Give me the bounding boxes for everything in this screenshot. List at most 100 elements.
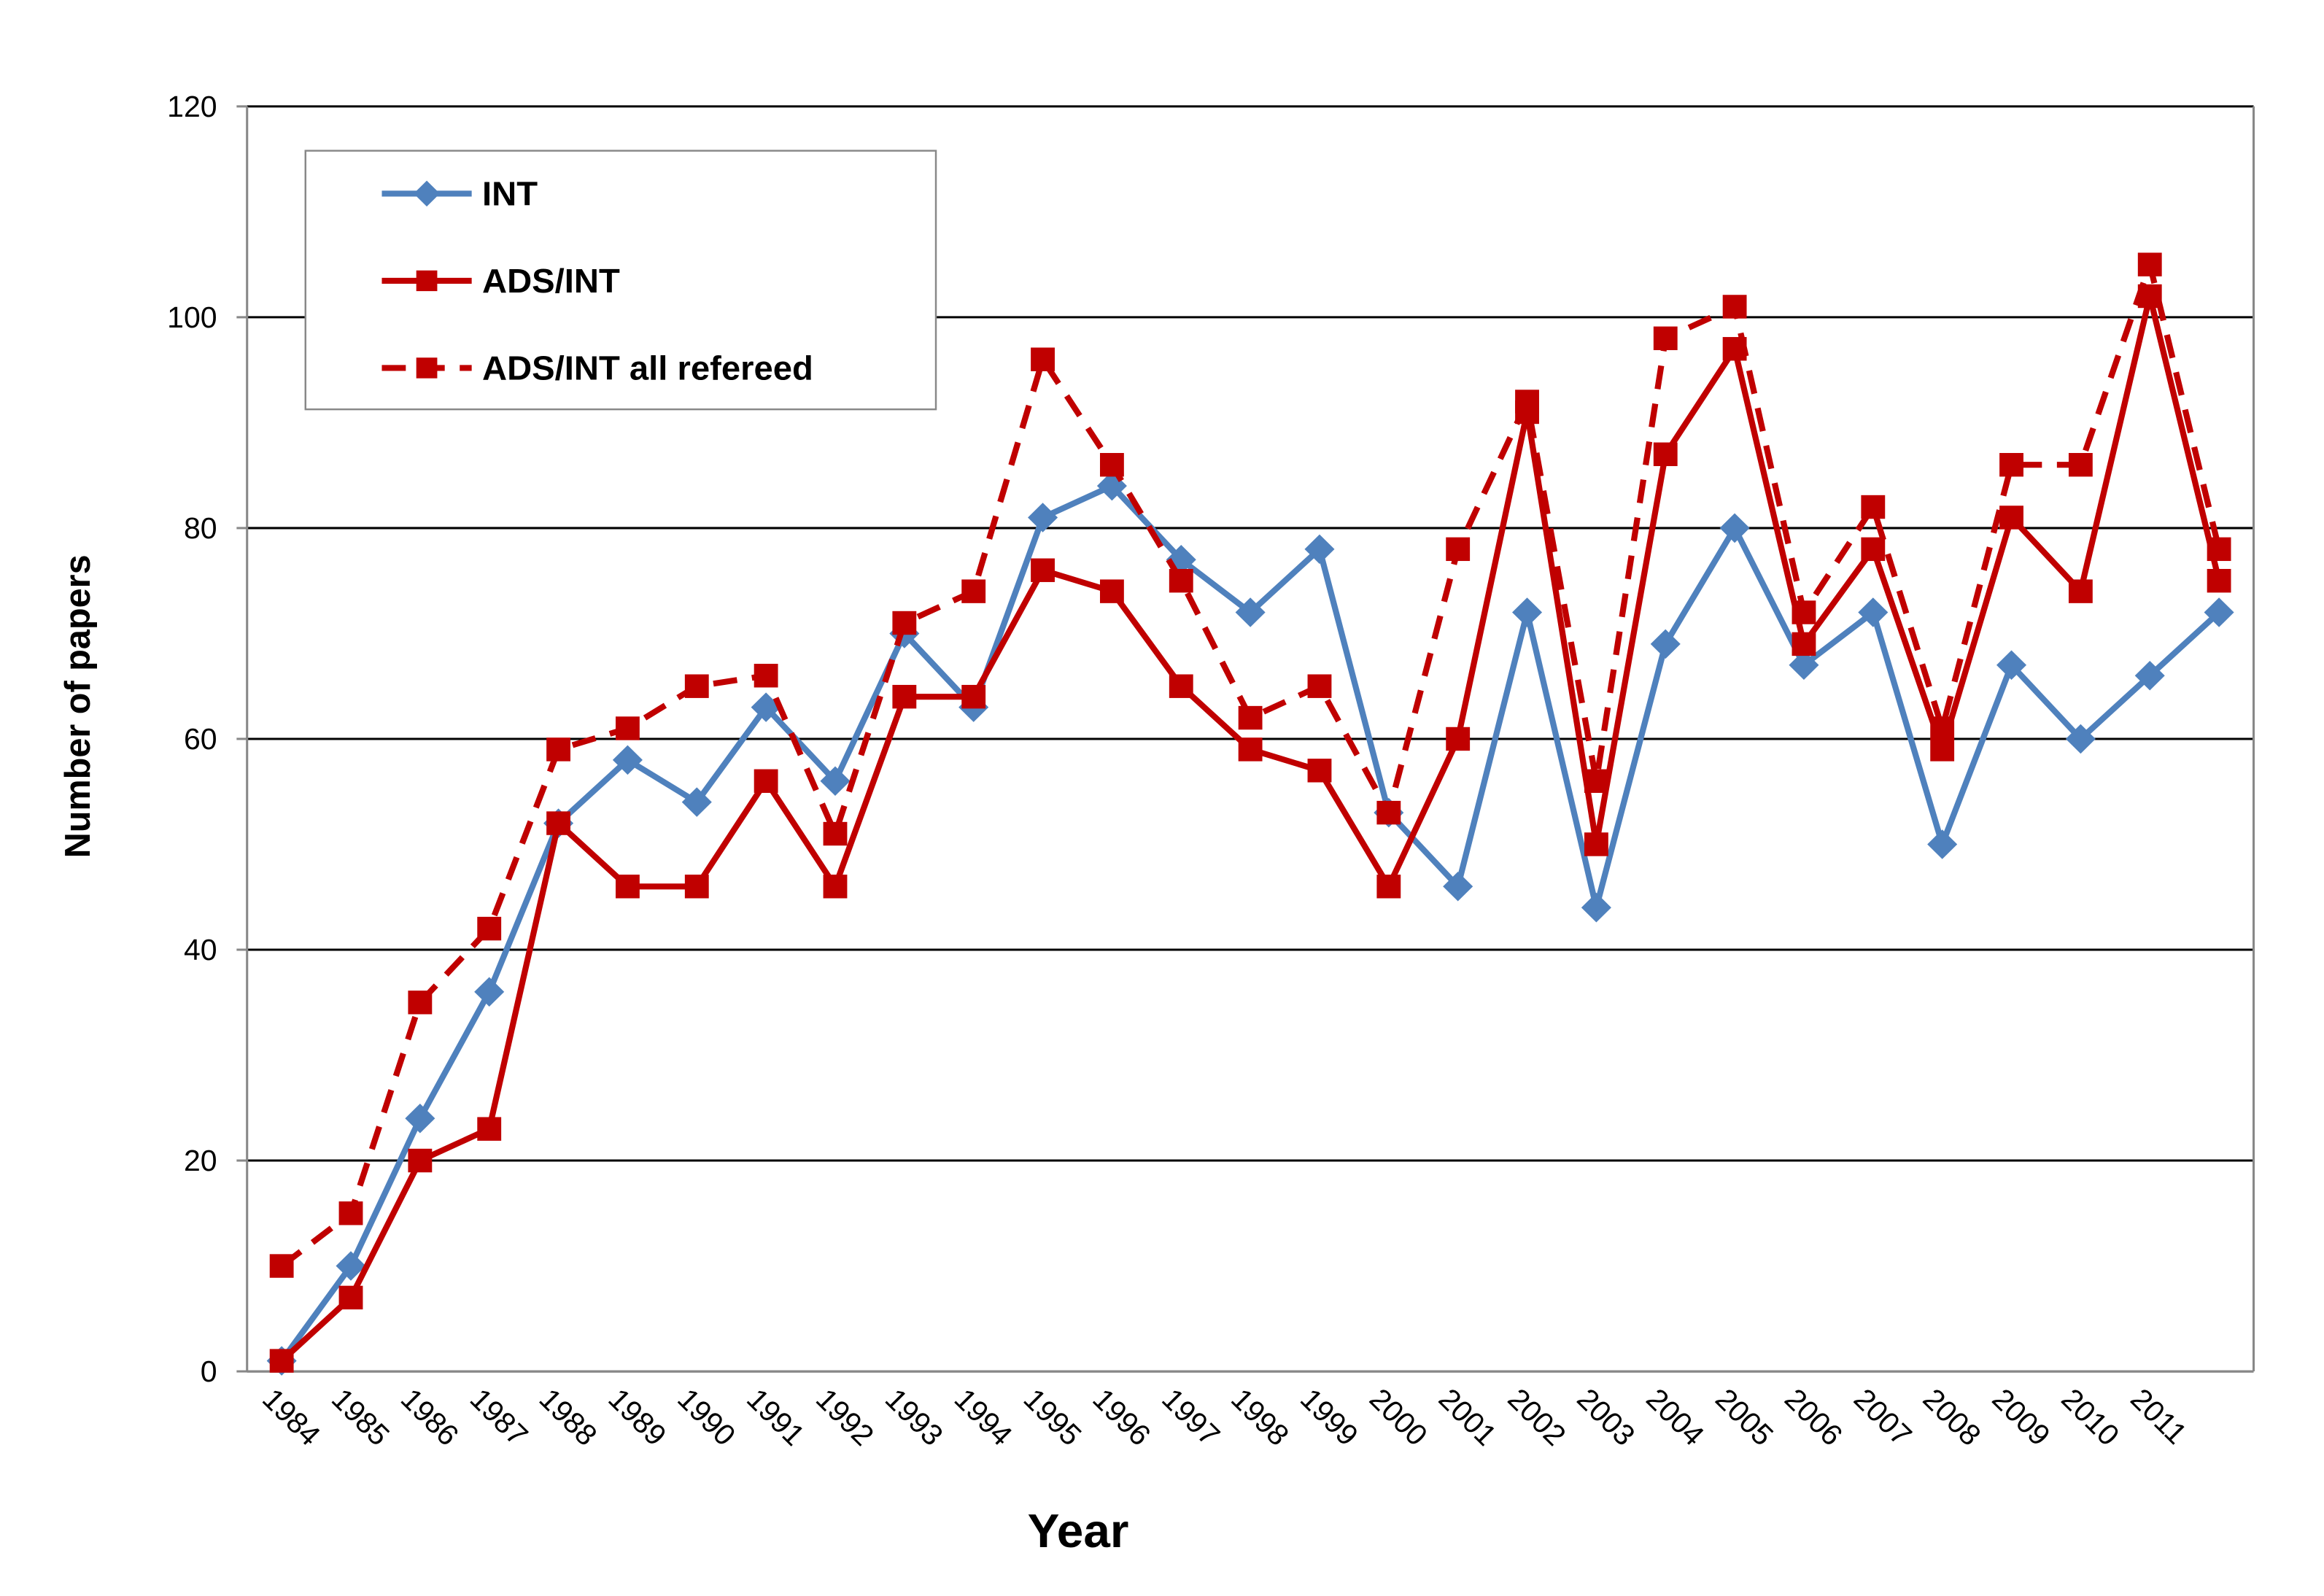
- point: [1376, 800, 1401, 825]
- point: [2068, 579, 2093, 603]
- point: [1999, 453, 2023, 477]
- point: [961, 579, 986, 603]
- x-tick-label: 1986: [395, 1382, 465, 1452]
- y-tick-label: 120: [167, 90, 217, 123]
- point: [1376, 875, 1401, 899]
- point: [1653, 326, 1678, 351]
- point: [1443, 872, 1473, 902]
- x-tick-label: 1994: [948, 1382, 1019, 1452]
- point: [1169, 674, 1193, 698]
- point: [754, 664, 778, 688]
- x-tick-label: 1993: [879, 1382, 950, 1452]
- point: [405, 1103, 435, 1134]
- x-tick-label: 1990: [671, 1382, 742, 1452]
- point: [823, 875, 848, 899]
- x-tick-label: 2003: [1570, 1382, 1641, 1452]
- point: [1930, 737, 1955, 762]
- point: [2207, 568, 2231, 593]
- point: [1996, 650, 2027, 681]
- x-tick-label: 1999: [1294, 1382, 1365, 1452]
- point: [1722, 295, 1747, 319]
- point: [1999, 505, 2023, 530]
- x-tick-label: 1997: [1155, 1382, 1226, 1452]
- point: [1307, 759, 1332, 783]
- y-axis-title: Number of papers: [58, 554, 98, 858]
- point: [1653, 442, 1678, 466]
- point: [961, 684, 986, 709]
- x-axis-title: Year: [1028, 1505, 1129, 1558]
- x-tick-label: 1984: [256, 1382, 327, 1452]
- x-tick-label: 2010: [2055, 1382, 2126, 1452]
- legend-label: ADS/INT all refereed: [482, 349, 813, 387]
- point: [408, 991, 433, 1015]
- legend-marker: [416, 270, 438, 292]
- point: [1099, 453, 1124, 477]
- y-tick-label: 0: [201, 1355, 217, 1388]
- point: [1238, 737, 1263, 762]
- point: [1304, 534, 1335, 565]
- point: [1584, 832, 1608, 856]
- point: [615, 875, 640, 899]
- x-tick-label: 1988: [532, 1382, 603, 1452]
- y-tick-label: 20: [184, 1144, 217, 1177]
- point: [2204, 597, 2234, 627]
- x-tick-label: 2006: [1778, 1382, 1849, 1452]
- point: [1858, 597, 1889, 627]
- point: [1792, 632, 1816, 656]
- x-tick-label: 2007: [1848, 1382, 1918, 1452]
- point: [1446, 537, 1471, 562]
- point: [2065, 724, 2096, 754]
- point: [892, 611, 917, 635]
- point: [1031, 347, 1055, 371]
- point: [1861, 495, 1886, 519]
- point: [2134, 660, 2165, 691]
- point: [2068, 453, 2093, 477]
- point: [612, 745, 643, 775]
- x-tick-label: 2000: [1363, 1382, 1434, 1452]
- legend: INT ADS/INT ADS/INT all refereed: [304, 150, 937, 411]
- point: [1719, 513, 1750, 543]
- point: [546, 737, 570, 762]
- point: [1927, 829, 1958, 859]
- x-tick-label: 2011: [2124, 1382, 2193, 1451]
- point: [1930, 716, 1955, 740]
- point: [336, 1251, 366, 1281]
- point: [477, 1117, 502, 1141]
- point: [681, 787, 712, 817]
- point: [1789, 650, 1819, 681]
- point: [2137, 252, 2162, 276]
- point: [1792, 600, 1816, 624]
- point: [684, 674, 709, 698]
- x-tick-label: 1992: [810, 1382, 880, 1452]
- point: [1581, 892, 1611, 923]
- series-line: [279, 254, 2223, 1268]
- legend-marker: [416, 357, 438, 379]
- point: [269, 1349, 294, 1373]
- y-tick-label: 40: [184, 933, 217, 966]
- point: [1861, 537, 1886, 562]
- point: [1584, 769, 1608, 793]
- point: [1307, 674, 1332, 698]
- x-tick-label: 2004: [1640, 1382, 1711, 1452]
- point: [1031, 558, 1055, 582]
- y-tick-label: 80: [184, 511, 217, 545]
- point: [1515, 390, 1539, 414]
- x-tick-label: 1987: [464, 1382, 535, 1452]
- x-tick-label: 1991: [740, 1382, 811, 1452]
- legend-label: ADS/INT: [482, 262, 620, 300]
- point: [892, 684, 917, 709]
- x-tick-label: 2005: [1709, 1382, 1780, 1452]
- point: [823, 821, 848, 846]
- point: [1169, 568, 1193, 593]
- series-line: [279, 295, 2223, 1363]
- point: [1446, 727, 1471, 751]
- point: [338, 1201, 363, 1225]
- point: [684, 875, 709, 899]
- point: [1028, 503, 1058, 532]
- x-tick-label: 1989: [602, 1382, 673, 1452]
- point: [615, 716, 640, 740]
- x-tick-label: 2002: [1501, 1382, 1572, 1452]
- x-tick-label: 2008: [1917, 1382, 1988, 1452]
- point: [2207, 537, 2231, 562]
